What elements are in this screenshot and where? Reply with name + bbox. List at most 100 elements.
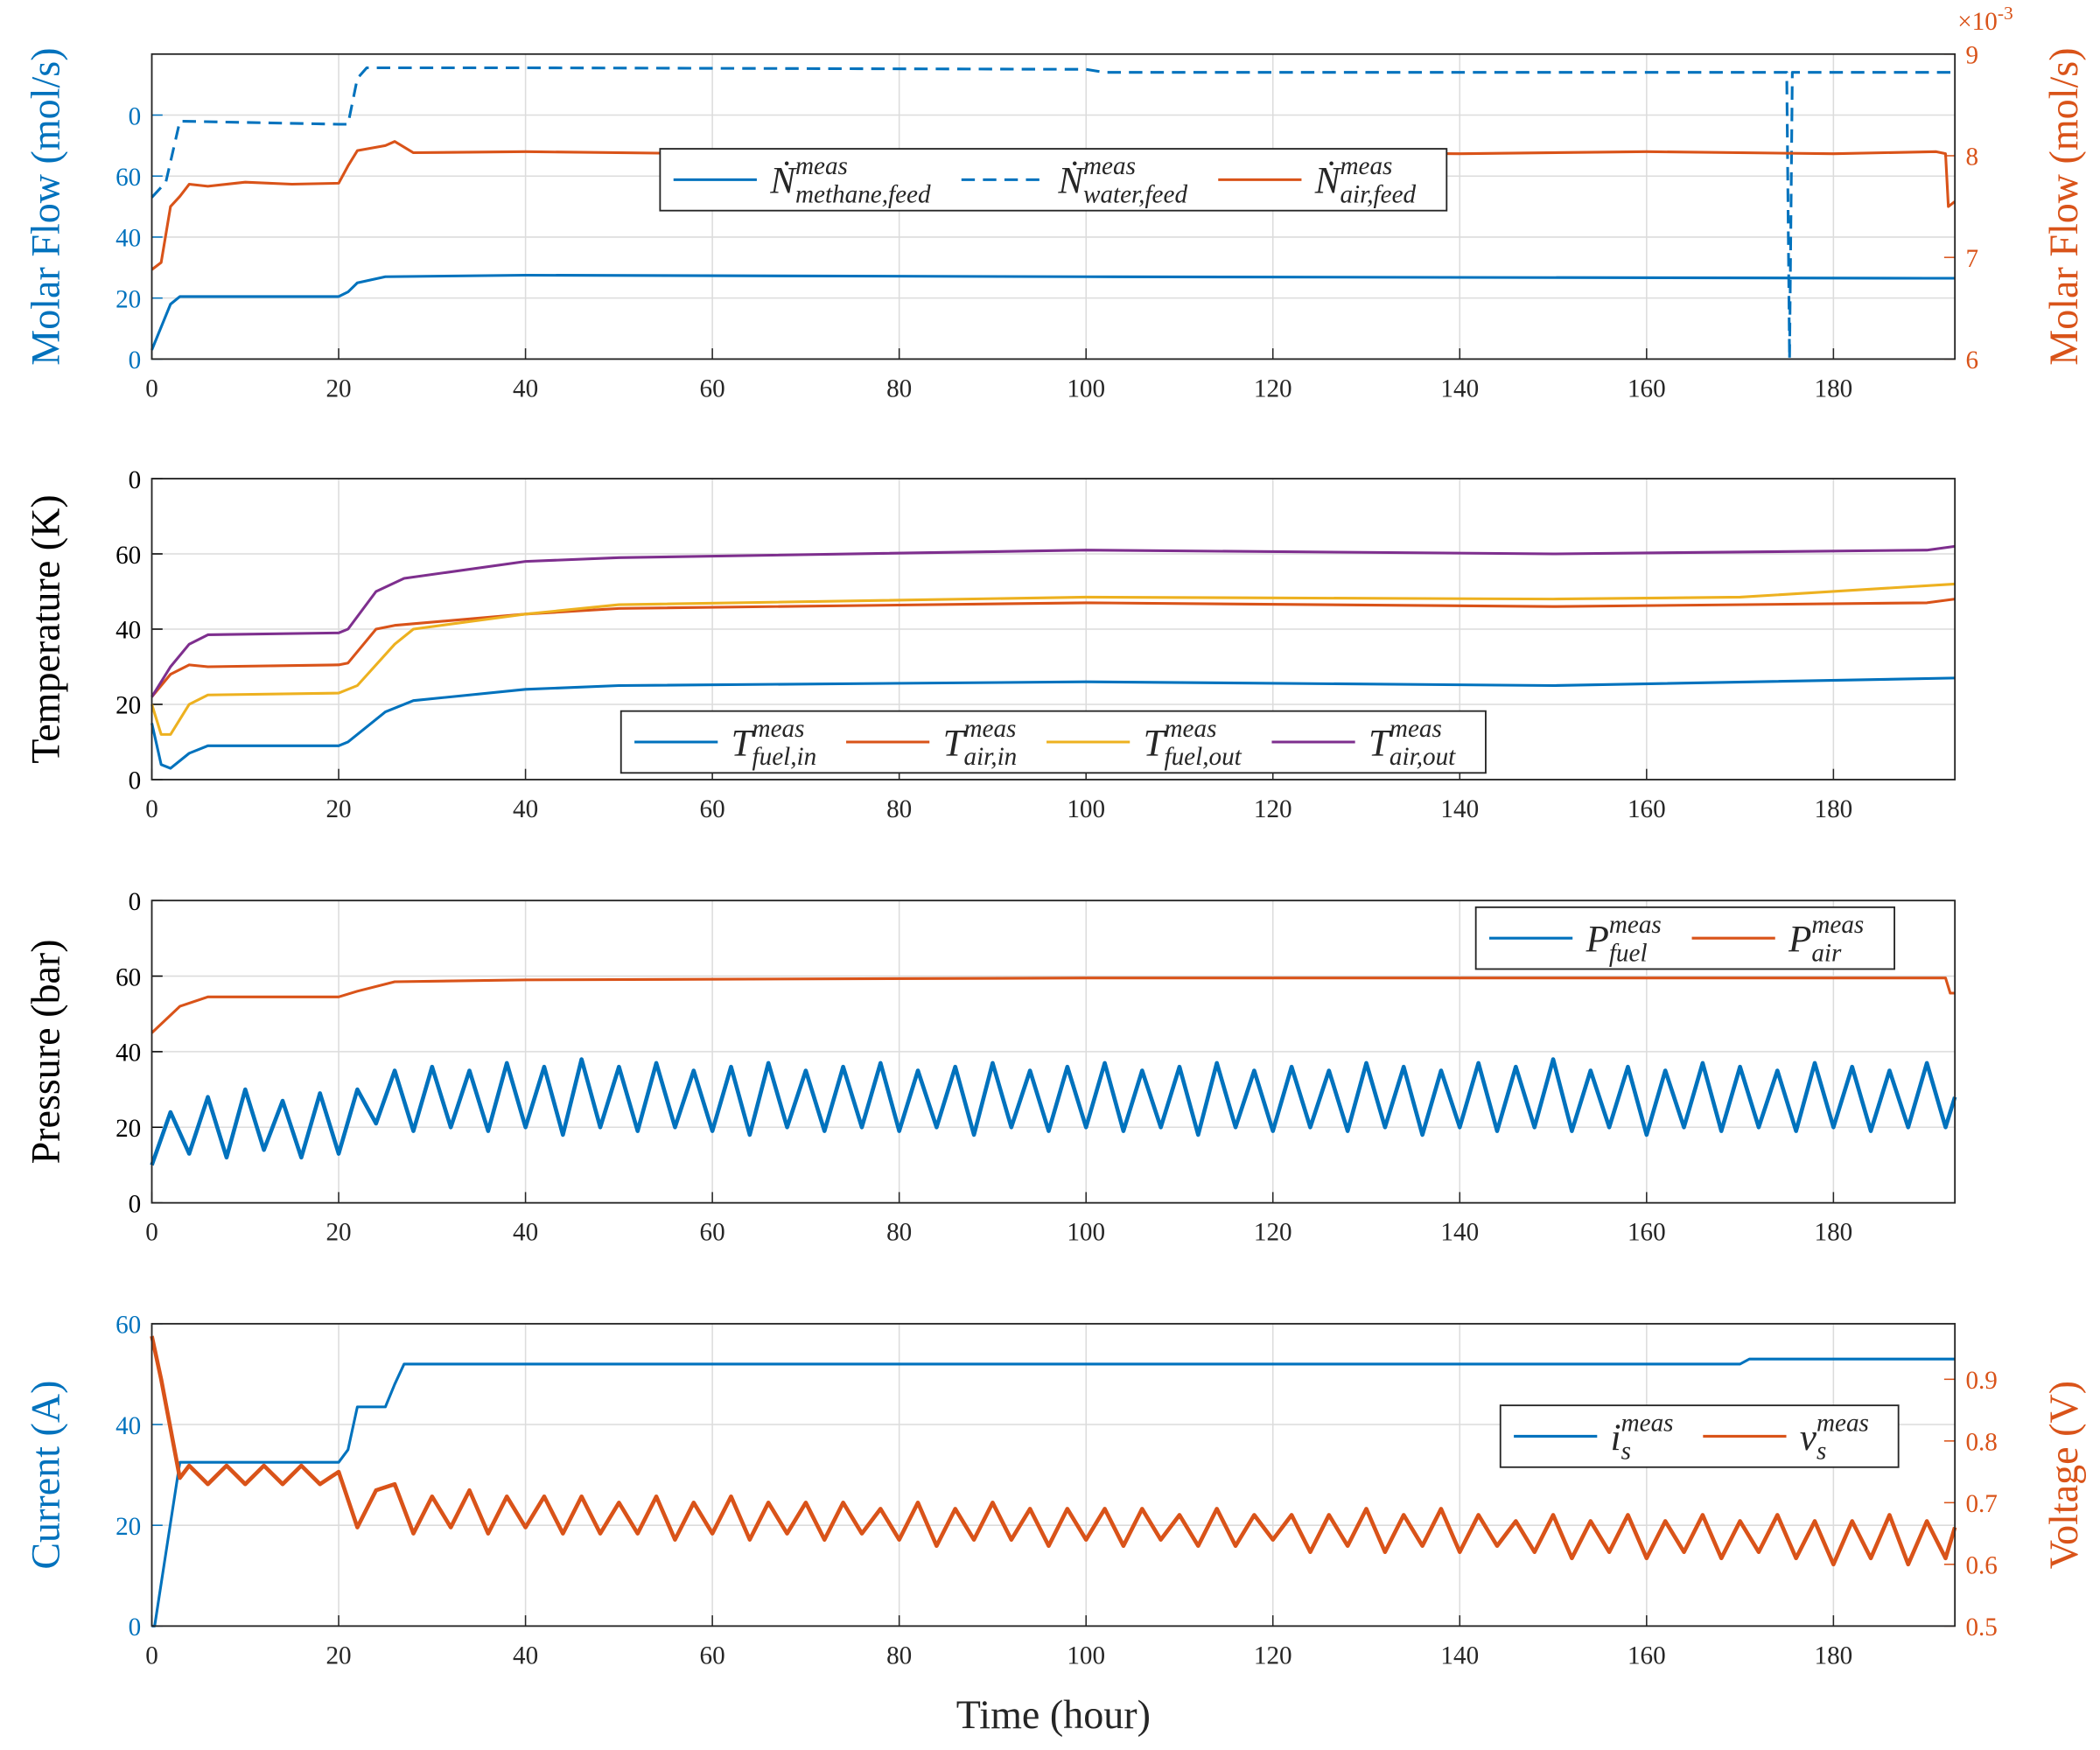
legend: imeas s vmeas s — [1499, 1404, 1900, 1468]
x-tick-label: 40 — [513, 1219, 538, 1247]
legend-symbol: Ṅ — [769, 161, 797, 202]
legend-sub: air — [1811, 939, 1842, 967]
x-tick-label: 180 — [1814, 1642, 1852, 1670]
x-tick-label: 0 — [145, 1642, 158, 1670]
x-tick-label: 100 — [1067, 1642, 1105, 1670]
legend-entry: imeas s — [1611, 1409, 1674, 1465]
x-tick-label: 160 — [1628, 1642, 1666, 1670]
x-tick-label: 160 — [1628, 795, 1666, 823]
y-tick-label: 60 — [116, 963, 141, 991]
x-tick-label: 0 — [145, 374, 158, 402]
legend-entry: Pmeas fuel — [1586, 911, 1662, 967]
x-tick-label: 180 — [1814, 374, 1852, 402]
y2-multiplier-base: ×10 — [1957, 8, 1998, 36]
legend-symbol: T — [943, 723, 967, 764]
x-tick-label: 60 — [700, 1219, 725, 1247]
x-tick-label: 100 — [1067, 795, 1105, 823]
legend-entry: Pmeas air — [1788, 911, 1864, 967]
legend-sup: meas — [1083, 152, 1136, 180]
plot-frame — [150, 478, 1956, 780]
legend-symbol: Ṅ — [1314, 161, 1342, 202]
y-tick-label: 0 — [129, 767, 142, 795]
x-tick-label: 20 — [326, 374, 351, 402]
x-tick-label: 80 — [886, 374, 912, 402]
series-line — [150, 66, 1956, 360]
y-tick-label: 0 — [129, 102, 142, 130]
y-axis-label: Pressure (bar) — [24, 939, 68, 1164]
x-tick-label: 80 — [886, 795, 912, 823]
x-tick-label: 140 — [1440, 795, 1479, 823]
legend-symbol: i — [1611, 1418, 1621, 1459]
legend-sup: meas — [1165, 715, 1217, 743]
y-tick-label: 0 — [129, 1614, 142, 1642]
legend-entry: Tmeas air,out — [1368, 715, 1456, 771]
y-axis-label: Molar Flow (mol/s) — [24, 47, 68, 365]
x-tick-label: 20 — [326, 795, 351, 823]
y-tick-label: 40 — [116, 617, 141, 645]
y-tick-label: 60 — [116, 164, 141, 192]
series-line — [150, 140, 1956, 271]
x-tick-label: 80 — [886, 1642, 912, 1670]
x-tick-label: 160 — [1628, 1219, 1666, 1247]
y-tick-label: 60 — [116, 542, 141, 570]
y-tick-label: 20 — [116, 1513, 141, 1541]
x-tick-label: 60 — [700, 1642, 725, 1670]
series-line — [150, 976, 1956, 1034]
legend: Tmeas fuel,in Tmeas air,in Tmeas fuel,out Tmea… — [620, 710, 1487, 774]
legend-sup: meas — [1390, 715, 1442, 743]
series-line — [150, 598, 1956, 698]
series-line — [150, 1335, 1957, 1567]
legend-symbol: v — [1800, 1418, 1817, 1459]
y2-tick-label: 0.6 — [1965, 1552, 1997, 1580]
x-tick-label: 40 — [513, 795, 538, 823]
legend-sub: air,in — [964, 743, 1018, 771]
y-axis-label: Temperature (K) — [24, 494, 68, 763]
legend-entry: Ṅmeas methane,feed — [769, 152, 931, 208]
x-tick-label: 160 — [1628, 374, 1666, 402]
y2-axis-label: Voltage (V) — [2041, 1381, 2086, 1569]
legend-sup: meas — [1816, 1409, 1869, 1437]
legend-entry: Ṅmeas water,feed — [1057, 152, 1187, 208]
legend-symbol: T — [1368, 723, 1392, 764]
legend-box — [659, 148, 1448, 212]
legend-sup: meas — [1811, 911, 1864, 939]
plot-frame — [150, 1322, 1956, 1628]
y2-axis-label: Molar Flow (mol/s) — [2041, 47, 2086, 365]
legend-sub: methane,feed — [795, 180, 931, 208]
x-tick-label: 0 — [145, 1219, 158, 1247]
series-line — [150, 544, 1956, 698]
y2-tick-label: 0.8 — [1965, 1429, 1997, 1457]
legend-sub: fuel — [1609, 939, 1648, 967]
legend-entry: Tmeas fuel,in — [732, 715, 817, 771]
x-tick-label: 80 — [886, 1219, 912, 1247]
legend-symbol: Ṅ — [1057, 161, 1085, 202]
x-tick-label: 140 — [1440, 1642, 1479, 1670]
x-tick-label: 180 — [1814, 1219, 1852, 1247]
y-tick-label: 0 — [129, 888, 142, 916]
y-tick-label: 20 — [116, 692, 141, 720]
x-tick-label: 180 — [1814, 795, 1852, 823]
legend-sup: meas — [752, 715, 805, 743]
plot-frame — [150, 52, 1956, 360]
legend: Ṅmeas methane,feed Ṅmeas water,feed Ṅmeas air… — [659, 148, 1448, 212]
legend-sub: air,out — [1390, 743, 1456, 771]
x-tick-label: 40 — [513, 374, 538, 402]
series-line — [150, 582, 1956, 736]
legend-entry: Tmeas fuel,out — [1144, 715, 1242, 771]
plot-area — [151, 1323, 1956, 1627]
y-tick-label: 40 — [116, 1040, 141, 1068]
legend-symbol: T — [1144, 723, 1167, 764]
legend: Pmeas fuel Pmeas air — [1474, 906, 1895, 970]
legend-sub: fuel,out — [1165, 743, 1242, 771]
legend-entry: vmeas s — [1800, 1409, 1869, 1465]
x-tick-label: 120 — [1254, 374, 1292, 402]
legend-entry: Ṅmeas air,feed — [1314, 152, 1417, 208]
legend-sup: meas — [795, 152, 848, 180]
y-tick-label: 20 — [116, 1115, 141, 1143]
legend-sub: s — [1816, 1438, 1826, 1466]
x-tick-label: 20 — [326, 1642, 351, 1670]
legend-sup: meas — [964, 715, 1017, 743]
y2-tick-label: 0.7 — [1965, 1490, 1997, 1518]
